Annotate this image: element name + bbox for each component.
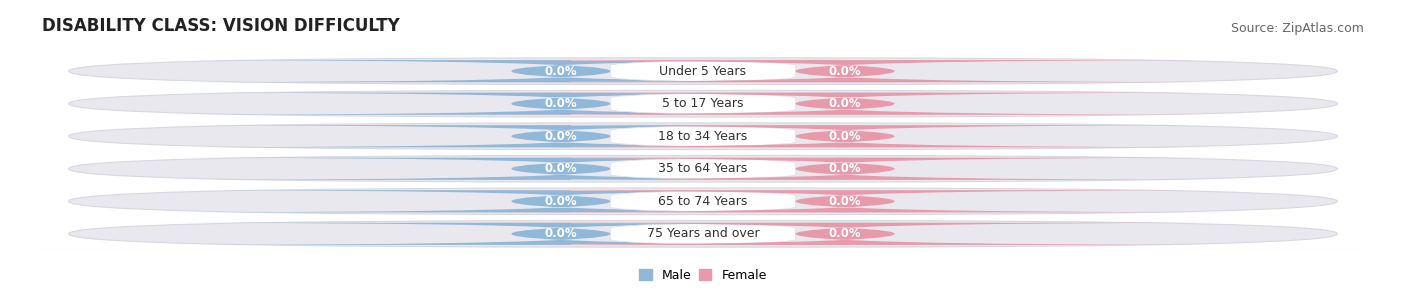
Text: Under 5 Years: Under 5 Years [659, 65, 747, 78]
FancyBboxPatch shape [69, 90, 1337, 117]
Text: 35 to 64 Years: 35 to 64 Years [658, 162, 748, 175]
Text: 0.0%: 0.0% [828, 195, 862, 208]
Text: 75 Years and over: 75 Years and over [647, 227, 759, 240]
Text: 0.0%: 0.0% [544, 97, 578, 110]
FancyBboxPatch shape [69, 123, 1337, 149]
Text: 0.0%: 0.0% [828, 227, 862, 240]
FancyBboxPatch shape [571, 223, 835, 245]
FancyBboxPatch shape [446, 223, 1244, 245]
Text: 0.0%: 0.0% [828, 162, 862, 175]
FancyBboxPatch shape [571, 158, 835, 180]
Text: 65 to 74 Years: 65 to 74 Years [658, 195, 748, 208]
Text: 18 to 34 Years: 18 to 34 Years [658, 130, 748, 143]
Text: 0.0%: 0.0% [828, 97, 862, 110]
FancyBboxPatch shape [446, 190, 1244, 212]
Text: 0.0%: 0.0% [544, 65, 578, 78]
Text: DISABILITY CLASS: VISION DIFFICULTY: DISABILITY CLASS: VISION DIFFICULTY [42, 17, 399, 35]
Text: 0.0%: 0.0% [544, 130, 578, 143]
FancyBboxPatch shape [69, 156, 1337, 182]
FancyBboxPatch shape [446, 158, 1244, 180]
Legend: Male, Female: Male, Female [634, 264, 772, 287]
FancyBboxPatch shape [162, 223, 960, 245]
FancyBboxPatch shape [446, 93, 1244, 115]
FancyBboxPatch shape [162, 190, 960, 212]
FancyBboxPatch shape [69, 58, 1337, 84]
FancyBboxPatch shape [446, 60, 1244, 82]
FancyBboxPatch shape [162, 93, 960, 115]
FancyBboxPatch shape [162, 60, 960, 82]
FancyBboxPatch shape [162, 125, 960, 147]
Text: Source: ZipAtlas.com: Source: ZipAtlas.com [1230, 22, 1364, 35]
FancyBboxPatch shape [162, 158, 960, 180]
Text: 5 to 17 Years: 5 to 17 Years [662, 97, 744, 110]
Text: 0.0%: 0.0% [544, 162, 578, 175]
FancyBboxPatch shape [571, 125, 835, 147]
FancyBboxPatch shape [446, 125, 1244, 147]
Text: 0.0%: 0.0% [544, 227, 578, 240]
FancyBboxPatch shape [571, 93, 835, 115]
Text: 0.0%: 0.0% [544, 195, 578, 208]
Text: 0.0%: 0.0% [828, 65, 862, 78]
FancyBboxPatch shape [69, 221, 1337, 247]
FancyBboxPatch shape [571, 60, 835, 82]
FancyBboxPatch shape [571, 190, 835, 212]
FancyBboxPatch shape [69, 188, 1337, 215]
Text: 0.0%: 0.0% [828, 130, 862, 143]
